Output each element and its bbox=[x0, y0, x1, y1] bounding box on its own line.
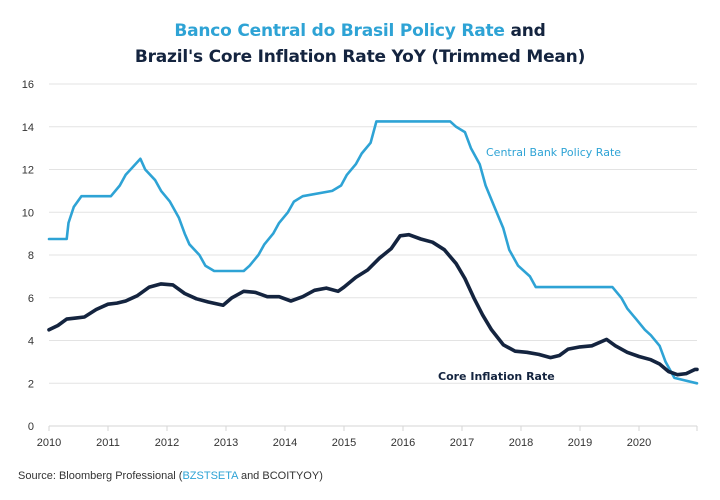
chart-title: Banco Central do Brasil Policy Rate and … bbox=[0, 18, 720, 70]
series-lines bbox=[47, 120, 699, 385]
policy-rate-series-label: Central Bank Policy Rate bbox=[486, 146, 621, 159]
x-tick-label: 2018 bbox=[509, 437, 533, 449]
title-line-2: Brazil's Core Inflation Rate YoY (Trimme… bbox=[134, 47, 586, 67]
core-inflation-line bbox=[47, 232, 699, 377]
x-tick-label: 2010 bbox=[37, 437, 61, 449]
source-prefix: Source: Bloomberg Professional ( bbox=[18, 470, 183, 482]
x-tick-label: 2020 bbox=[627, 437, 651, 449]
source-suffix: and BCOITYOY) bbox=[237, 470, 323, 482]
x-tick-label: 2012 bbox=[155, 437, 179, 449]
y-tick-label: 14 bbox=[22, 122, 34, 134]
y-tick-label: 8 bbox=[28, 250, 34, 262]
y-tick-label: 2 bbox=[28, 378, 34, 390]
x-tick-label: 2011 bbox=[96, 437, 120, 449]
x-tick-label: 2014 bbox=[273, 437, 297, 449]
y-tick-label: 12 bbox=[22, 165, 34, 177]
policy-rate-line bbox=[47, 120, 699, 385]
y-tick-label: 0 bbox=[28, 421, 34, 433]
series-labels: Central Bank Policy Rate Core Inflation R… bbox=[438, 146, 621, 383]
title-line-1: Banco Central do Brasil Policy Rate and bbox=[0, 18, 720, 44]
title-highlight: Banco Central do Brasil Policy Rate bbox=[174, 21, 505, 41]
gridlines bbox=[49, 83, 697, 427]
source-note: Source: Bloomberg Professional (BZSTSETA… bbox=[18, 470, 323, 482]
title-line1-rest: and bbox=[504, 21, 546, 41]
x-tick-label: 2019 bbox=[568, 437, 592, 449]
source-ticker-policy: BZSTSETA bbox=[182, 470, 238, 482]
y-tick-label: 4 bbox=[28, 336, 34, 348]
x-tick-label: 2017 bbox=[450, 437, 474, 449]
x-tick-label: 2015 bbox=[332, 437, 356, 449]
y-axis-ticks: 0 2 4 6 8 10 12 14 16 bbox=[22, 79, 34, 433]
core-inflation-series-label: Core Inflation Rate bbox=[438, 370, 555, 383]
x-axis: 2010 2011 2012 2013 2014 2015 2016 2017 2018 2019… bbox=[37, 426, 698, 449]
x-tick-label: 2013 bbox=[214, 437, 238, 449]
y-tick-label: 16 bbox=[22, 79, 34, 91]
x-tick-label: 2016 bbox=[391, 437, 415, 449]
y-tick-label: 10 bbox=[22, 207, 34, 219]
y-tick-label: 6 bbox=[28, 293, 34, 305]
